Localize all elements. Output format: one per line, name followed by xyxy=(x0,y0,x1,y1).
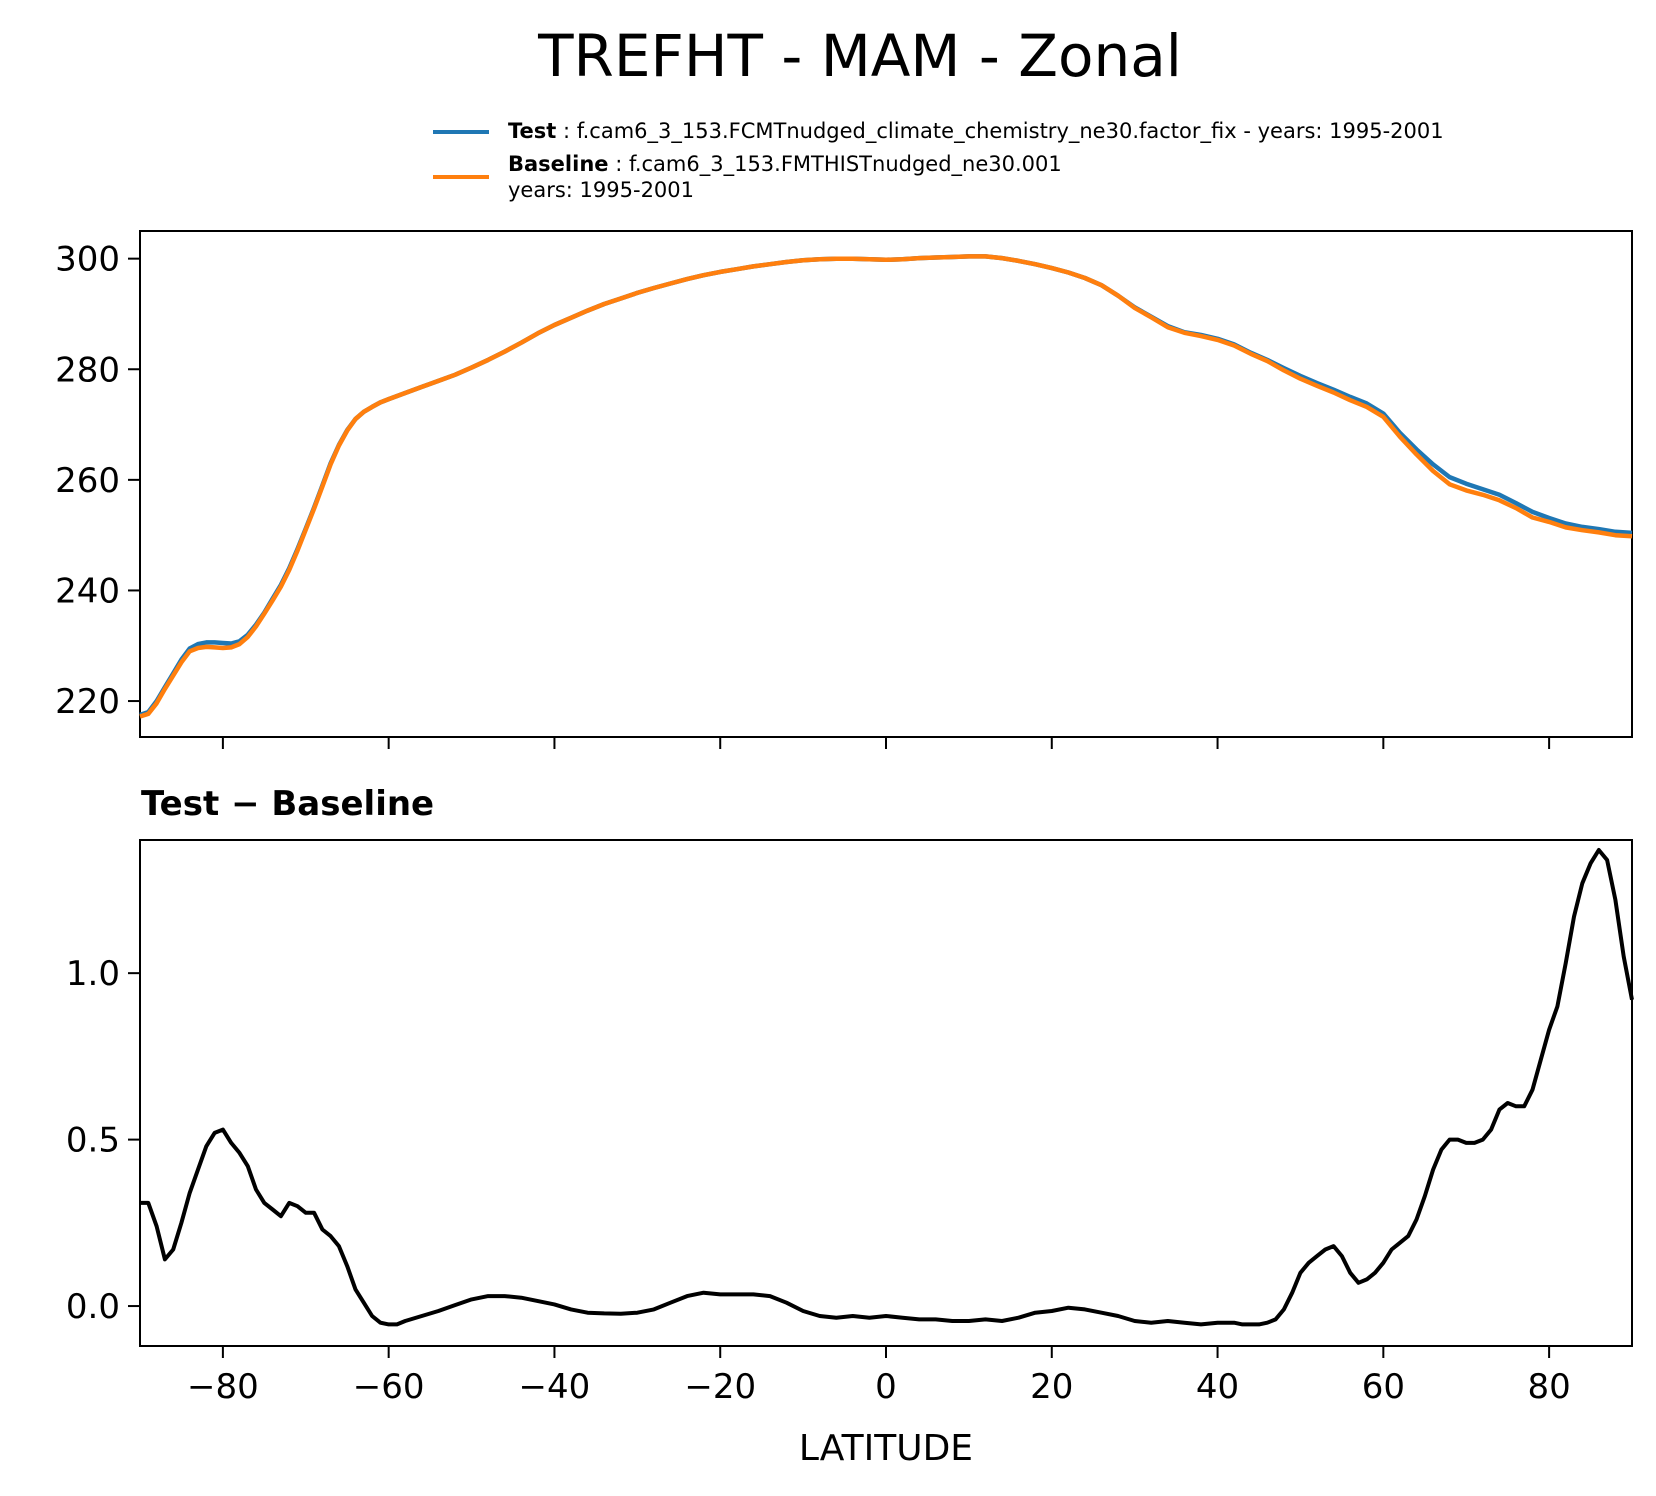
y-tick-label: 1.0 xyxy=(66,954,120,994)
legend-test-name: Test xyxy=(508,119,557,143)
x-tick-label: 0 xyxy=(875,1367,897,1407)
legend-entry-baseline: Baseline : f.cam6_3_153.FMTHISTnudged_ne… xyxy=(428,151,1628,203)
legend: Test : f.cam6_3_153.FCMTnudged_climate_c… xyxy=(428,118,1628,210)
legend-baseline-years: years: 1995-2001 xyxy=(508,178,695,202)
top-x-ticks xyxy=(221,737,1551,749)
series-line-baseline xyxy=(139,254,1633,719)
series-line-difference xyxy=(140,848,1634,1327)
x-tick-label: 20 xyxy=(1030,1367,1073,1407)
y-tick-label: 260 xyxy=(55,461,120,501)
legend-entry-test: Test : f.cam6_3_153.FCMTnudged_climate_c… xyxy=(428,118,1628,144)
x-tick-label: −40 xyxy=(519,1367,591,1407)
legend-swatch-baseline xyxy=(433,175,489,179)
x-tick-label: 40 xyxy=(1196,1367,1239,1407)
series-line-test xyxy=(139,254,1633,718)
top-series xyxy=(139,254,1633,719)
y-tick-label: 300 xyxy=(55,240,120,280)
legend-baseline-name: Baseline xyxy=(508,152,609,176)
bottom-y-ticks: 0.0 0.5 1.0 xyxy=(66,954,140,1327)
top-axes-frame xyxy=(139,230,1633,738)
legend-baseline-text: f.cam6_3_153.FMTHISTnudged_ne30.001 xyxy=(628,152,1062,176)
bottom-axes-frame xyxy=(139,839,1633,1347)
legend-baseline-sep: : xyxy=(608,152,629,176)
x-tick-label: −20 xyxy=(684,1367,756,1407)
x-tick-label: −60 xyxy=(353,1367,425,1407)
y-tick-label: 220 xyxy=(55,682,120,722)
legend-test-sep: : xyxy=(556,119,577,143)
x-tick-label: 80 xyxy=(1527,1367,1570,1407)
y-tick-label: 280 xyxy=(55,350,120,390)
y-tick-label: 0.0 xyxy=(66,1287,120,1327)
bottom-x-ticks: −80 −60 −40 −20 0 20 40 60 80 xyxy=(187,1346,1571,1407)
bottom-panel-title: Test − Baseline xyxy=(141,784,434,824)
y-tick-label: 240 xyxy=(55,571,120,611)
figure-title: TREFHT - MAM - Zonal xyxy=(537,22,1182,90)
legend-test-text: f.cam6_3_153.FCMTnudged_climate_chemistr… xyxy=(576,119,1444,143)
x-tick-label: −80 xyxy=(187,1367,259,1407)
top-panel: 220 240 260 280 300 xyxy=(55,230,1633,749)
legend-swatch-test xyxy=(433,130,489,134)
bottom-series xyxy=(140,848,1634,1327)
top-y-ticks: 220 240 260 280 300 xyxy=(55,240,140,722)
y-tick-label: 0.5 xyxy=(66,1121,120,1161)
x-tick-label: 60 xyxy=(1362,1367,1405,1407)
x-axis-label: LATITUDE xyxy=(799,1428,973,1469)
bottom-panel: Test − Baseline −80 −60 −40 −20 0 20 40 60 80 0.… xyxy=(66,784,1634,1469)
